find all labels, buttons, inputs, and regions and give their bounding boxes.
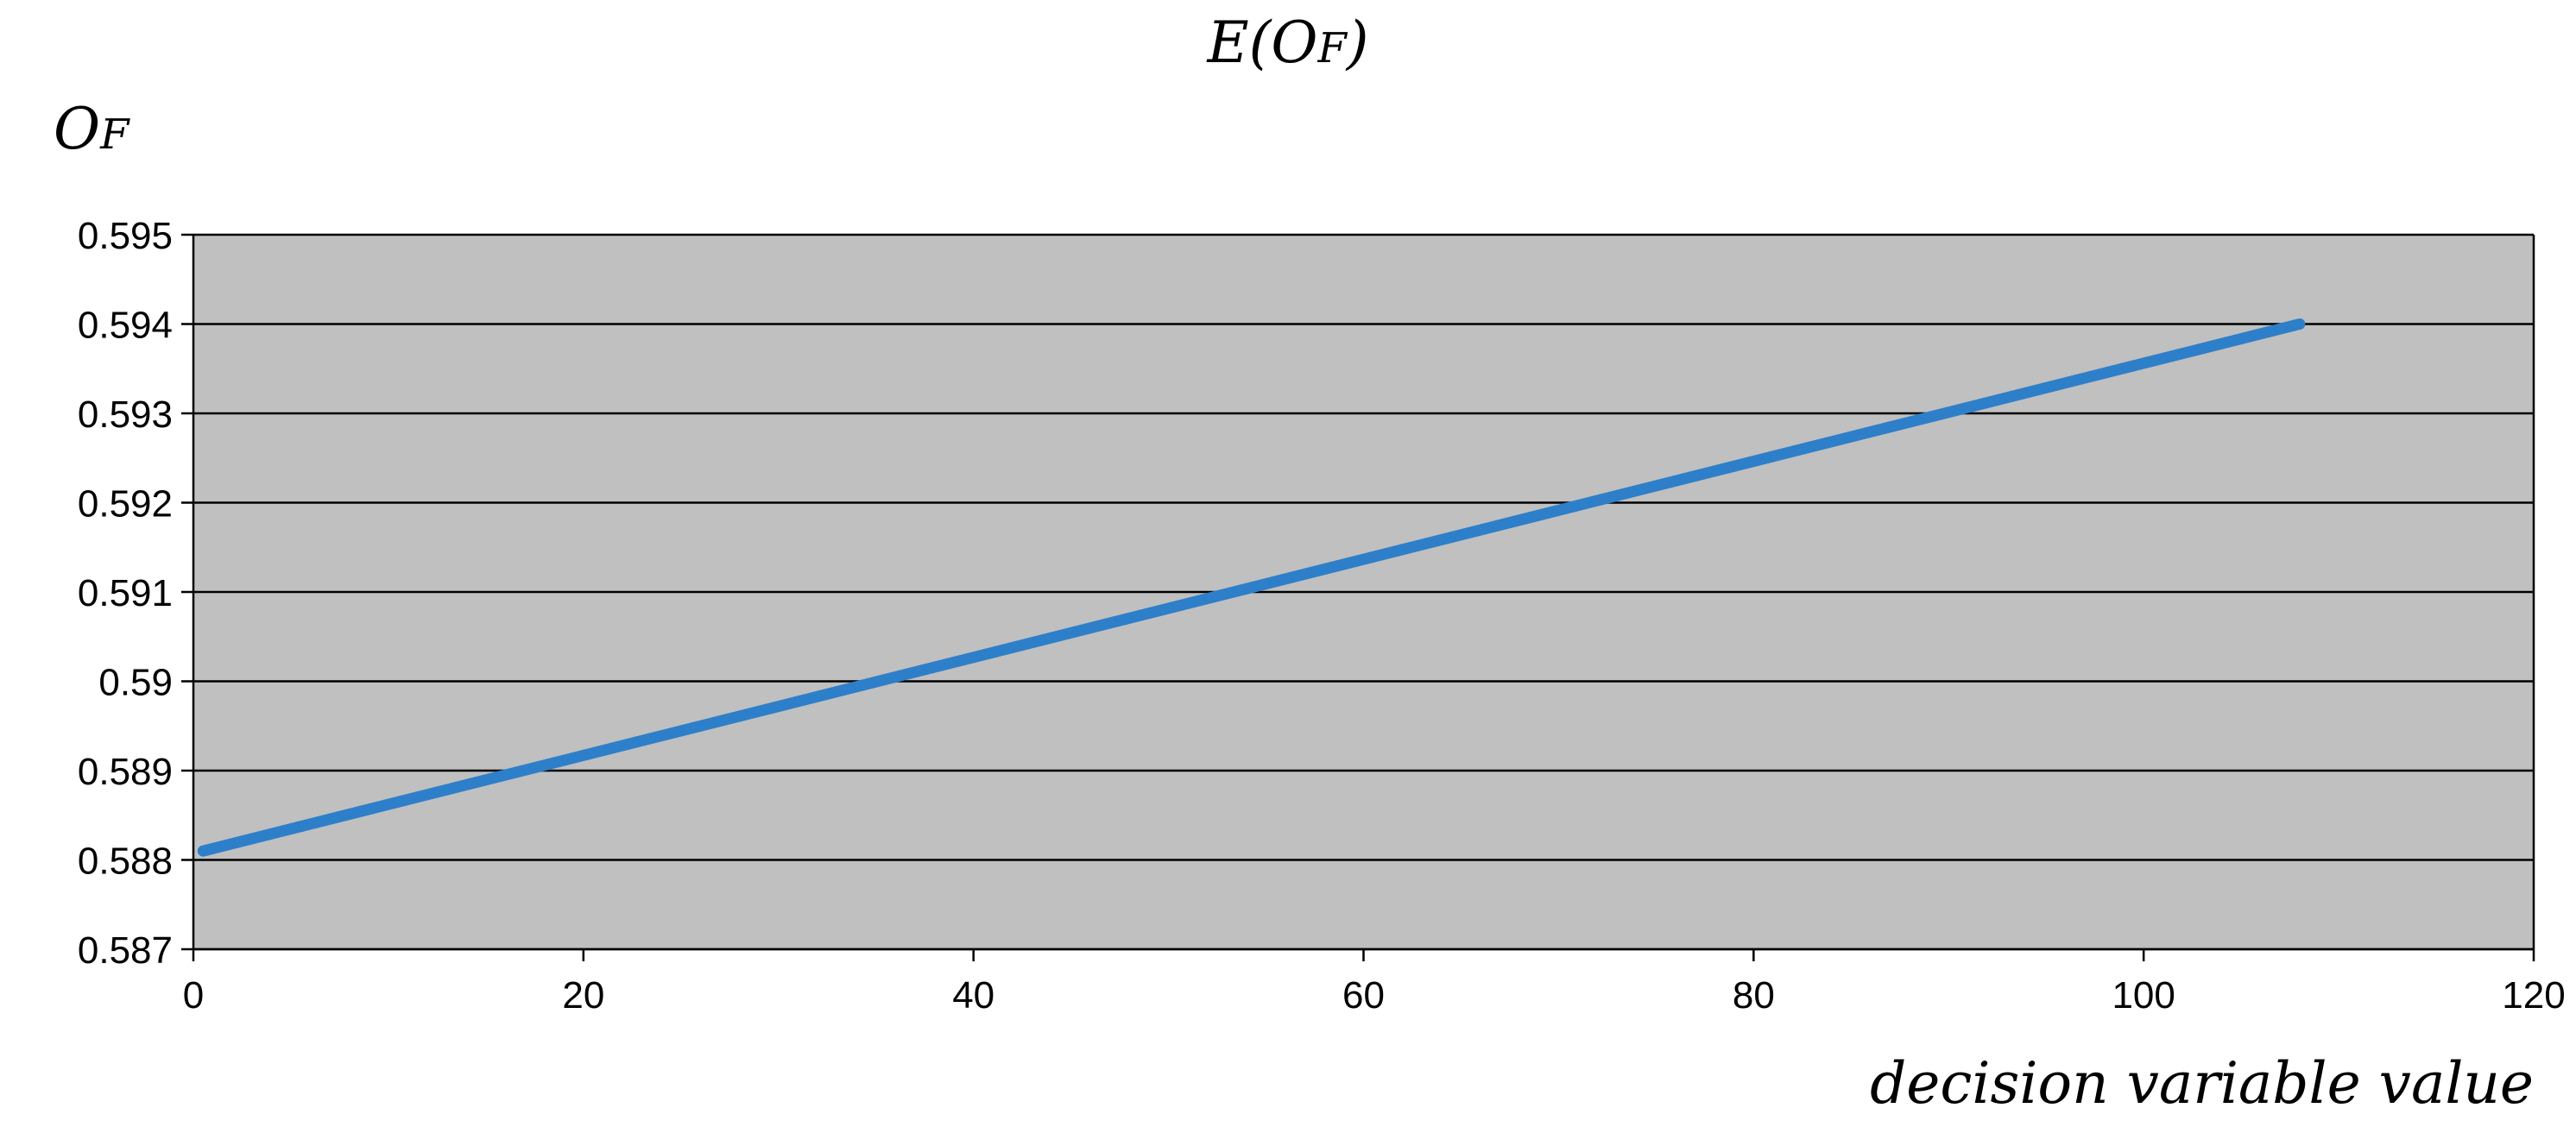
- x-tick-label-4: 80: [1733, 974, 1775, 1017]
- x-axis-label: decision variable value: [1870, 1050, 2534, 1117]
- y-tick-label-6: 0.593: [78, 394, 173, 436]
- y-tick-label-5: 0.592: [78, 483, 173, 526]
- x-tick-label-1: 20: [562, 974, 604, 1017]
- chart-title-main: E(O: [1206, 9, 1317, 76]
- x-tick-label-2: 40: [952, 974, 994, 1017]
- y-tick-label-8: 0.595: [78, 215, 173, 257]
- y-tick-label-2: 0.589: [78, 751, 173, 793]
- x-tick-label-5: 100: [2112, 974, 2175, 1017]
- y-tick-label-1: 0.588: [78, 841, 173, 883]
- y-axis-label-main: O: [54, 96, 100, 162]
- chart-title: E(OF): [1206, 9, 1368, 76]
- series-line-0: [197, 318, 2306, 857]
- y-axis-label-subscript: F: [99, 110, 130, 159]
- x-tick-label-3: 60: [1342, 974, 1385, 1017]
- x-tick-label-6: 120: [2502, 974, 2565, 1017]
- y-axis-label: OF: [54, 96, 130, 162]
- y-tick-label-4: 0.591: [78, 572, 173, 614]
- chart-title-close: ): [1345, 9, 1369, 76]
- chart-title-subscript: F: [1316, 24, 1348, 72]
- y-tick-labels: 0.587 0.588 0.589 0.59 0.591 0.592 0.593 0.594 0…: [78, 215, 173, 972]
- y-tick-label-0: 0.587: [78, 929, 173, 972]
- series-layer: [197, 318, 2306, 857]
- y-tick-label-7: 0.594: [78, 305, 173, 347]
- x-tick-labels: 0 20 40 60 80 100 120: [183, 974, 2566, 1017]
- axes: [181, 233, 2535, 961]
- x-tick-label-0: 0: [183, 974, 204, 1017]
- y-tick-label-3: 0.59: [98, 662, 173, 704]
